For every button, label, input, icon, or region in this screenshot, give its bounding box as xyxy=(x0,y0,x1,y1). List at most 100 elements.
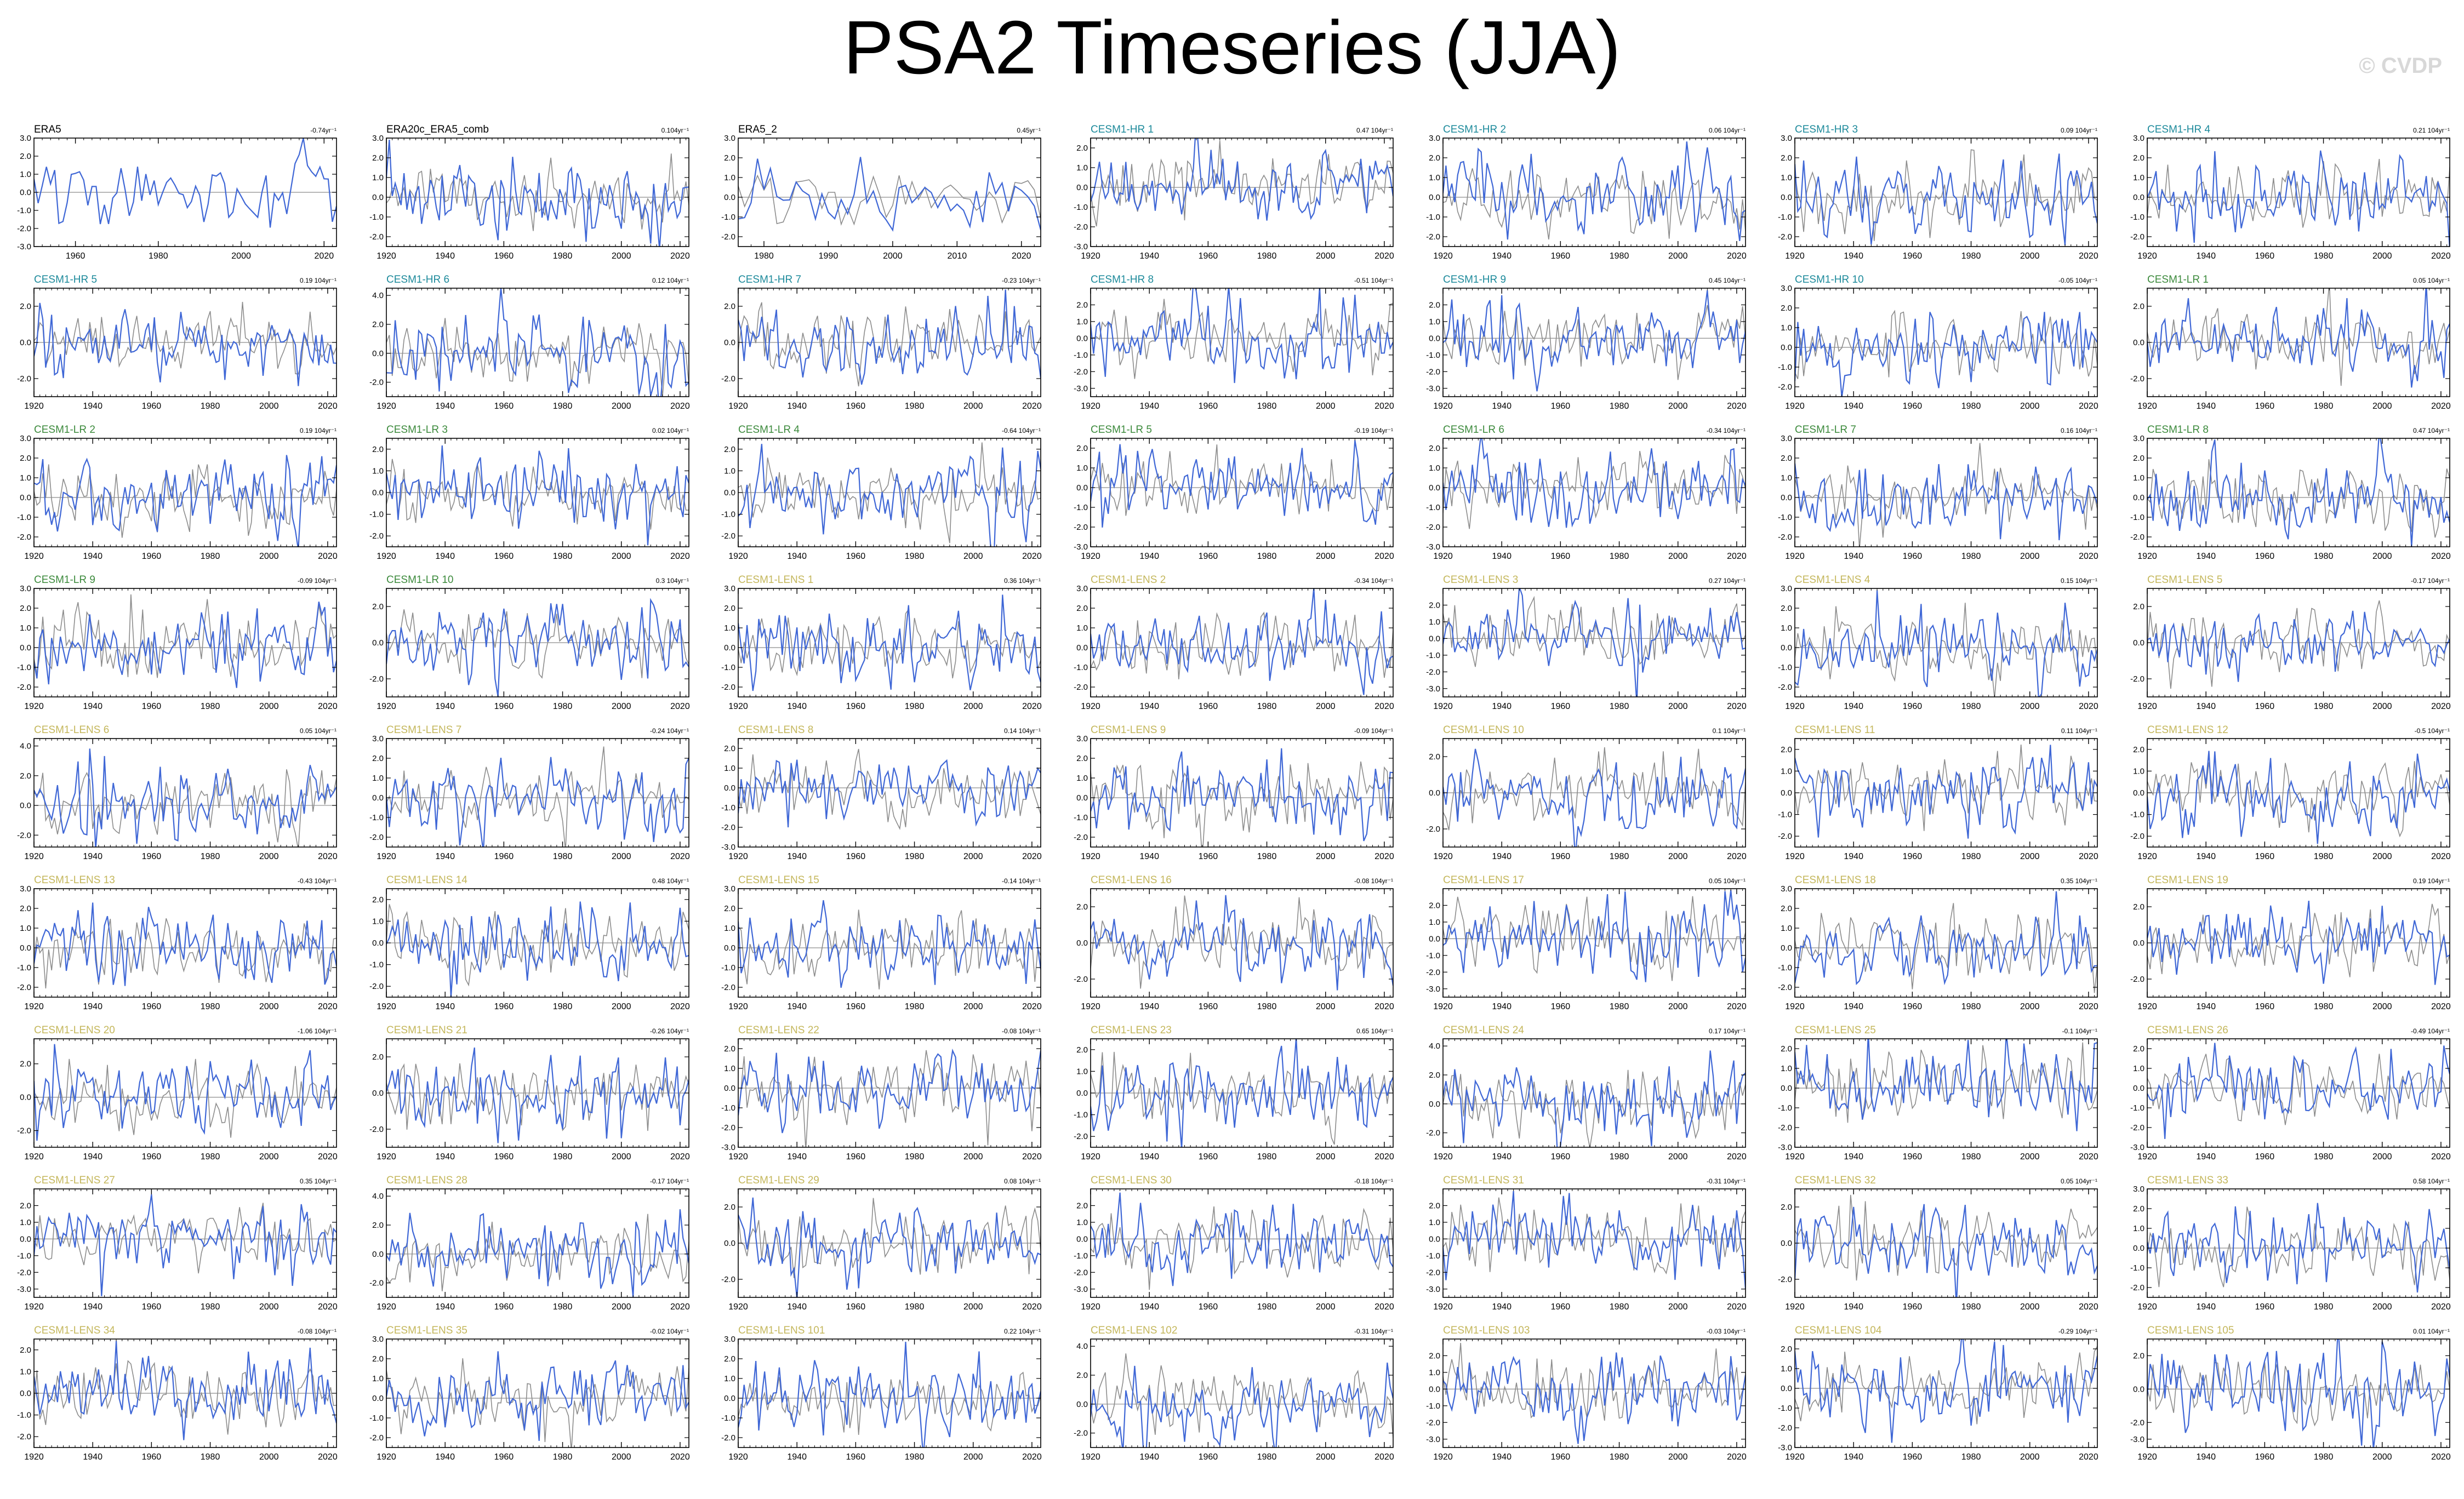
y-tick-label: 2.0 xyxy=(20,454,31,463)
y-tick-label: 2.0 xyxy=(724,302,735,311)
panel-cesm1-lens-6: CESM1-LENS 6 0.05 104yr⁻¹ 4.0 2.0 0.0 -2.0 192… xyxy=(17,724,338,861)
obs-series-line xyxy=(1091,1051,1393,1145)
plot-frame xyxy=(2147,138,2450,247)
y-tick-label: -2.0 xyxy=(1074,1429,1088,1438)
x-tick-label: 1960 xyxy=(1199,552,1218,561)
x-tick-label: 1940 xyxy=(1844,251,1863,261)
x-tick-label: 2000 xyxy=(2020,1302,2040,1312)
x-tick-label: 1920 xyxy=(24,1452,44,1462)
y-tick-label: 0.0 xyxy=(1076,183,1088,192)
y-tick-label: -1.0 xyxy=(721,213,735,222)
y-tick-label: 1.0 xyxy=(724,623,735,633)
x-tick-label: 2020 xyxy=(1727,251,1747,261)
y-tick-label: -2.0 xyxy=(17,1126,31,1136)
x-tick-label: 1940 xyxy=(83,702,102,711)
x-tick-label: 1920 xyxy=(728,1452,748,1462)
panel-title: CESM1-LENS 20 xyxy=(34,1025,115,1036)
y-tick-label: 1.0 xyxy=(1429,173,1440,182)
panel-cesm1-lr-1: CESM1-LR 1 0.05 104yr⁻¹ 2.0 0.0 -2.0 1920 1940… xyxy=(2130,274,2451,411)
panel-title: CESM1-HR 8 xyxy=(1091,274,1154,285)
obs-series-line xyxy=(1795,903,2097,993)
x-tick-label: 1940 xyxy=(1844,1152,1863,1162)
obs-series-line xyxy=(1091,611,1393,679)
x-tick-label: 2000 xyxy=(612,1152,631,1162)
panel-trend: 0.09 104yr⁻¹ xyxy=(2061,127,2097,134)
x-tick-label: 1920 xyxy=(2137,1302,2157,1312)
panel-cesm1-lens-9: CESM1-LENS 9 -0.09 104yr⁻¹ 3.0 2.0 1.0 0.0 -1.… xyxy=(1074,724,1394,861)
plot-frame xyxy=(1442,1188,1746,1298)
y-tick-label: -2.0 xyxy=(17,1268,31,1277)
y-tick-label: 2.0 xyxy=(1781,1044,1792,1054)
y-tick-label: 2.0 xyxy=(20,904,31,913)
y-tick-label: 2.0 xyxy=(2133,302,2144,311)
panel-cesm1-lens-24: CESM1-LENS 24 0.17 104yr⁻¹ 4.0 2.0 0.0 -2.0 19… xyxy=(1426,1025,1747,1162)
x-tick-label: 2020 xyxy=(2431,1302,2451,1312)
y-tick-label: -3.0 xyxy=(1426,1285,1440,1294)
y-tick-label: -1.0 xyxy=(1778,513,1792,522)
x-tick-label: 2000 xyxy=(1316,702,1336,711)
y-tick-label: 2.0 xyxy=(1076,902,1088,912)
y-tick-label: 1.0 xyxy=(372,774,384,783)
plot-frame xyxy=(1090,138,1394,247)
y-tick-label: 1.0 xyxy=(20,623,31,633)
y-tick-label: -2.0 xyxy=(1426,667,1440,677)
panel-title: CESM1-LENS 103 xyxy=(1443,1325,1530,1336)
y-tick-label: -2.0 xyxy=(1074,1268,1088,1277)
y-tick-label: -2.0 xyxy=(2130,832,2144,841)
x-tick-label: 1940 xyxy=(435,251,455,261)
x-tick-label: 2020 xyxy=(1727,402,1747,411)
y-tick-label: -2.0 xyxy=(1074,367,1088,376)
x-tick-label: 2020 xyxy=(2079,702,2098,711)
x-tick-label: 1940 xyxy=(83,852,102,861)
y-tick-label: -2.0 xyxy=(721,1433,735,1443)
y-tick-label: -2.0 xyxy=(17,983,31,992)
x-tick-label: 2000 xyxy=(612,702,631,711)
x-tick-label: 1960 xyxy=(1199,702,1218,711)
y-tick-label: -1.0 xyxy=(17,1411,31,1420)
y-tick-label: 0.0 xyxy=(20,943,31,953)
panel-title: CESM1-HR 1 xyxy=(1091,124,1154,135)
x-tick-label: 1920 xyxy=(377,552,396,561)
y-tick-label: -2.0 xyxy=(369,1433,384,1443)
x-tick-label: 1940 xyxy=(83,552,102,561)
panel-title: CESM1-HR 7 xyxy=(738,274,801,285)
panel-title: CESM1-LENS 5 xyxy=(2147,574,2222,586)
x-tick-label: 1920 xyxy=(1785,1002,1805,1011)
y-tick-label: 2.0 xyxy=(1781,1344,1792,1354)
y-tick-label: 3.0 xyxy=(724,134,735,143)
x-tick-label: 1960 xyxy=(1903,552,1923,561)
y-tick-label: -2.0 xyxy=(369,378,384,387)
y-tick-label: -1.0 xyxy=(1778,810,1792,820)
y-tick-label: 4.0 xyxy=(20,742,31,751)
x-tick-label: 2000 xyxy=(1668,552,1688,561)
plot-frame xyxy=(33,1188,337,1298)
x-tick-label: 1940 xyxy=(435,1152,455,1162)
pc-series-line xyxy=(1091,895,1393,991)
y-tick-label: 1.0 xyxy=(372,466,384,476)
y-tick-label: 1.0 xyxy=(372,173,384,182)
pc-series-line xyxy=(386,288,689,397)
panel-title: CESM1-LENS 3 xyxy=(1443,574,1518,586)
y-tick-label: 2.0 xyxy=(20,1201,31,1210)
y-tick-label: 0.0 xyxy=(2133,638,2144,648)
y-tick-label: -1.0 xyxy=(721,663,735,672)
y-tick-label: -3.0 xyxy=(17,1285,31,1294)
y-tick-label: -2.0 xyxy=(17,831,31,840)
obs-series-line xyxy=(1091,1206,1393,1290)
panel-title: CESM1-LR 1 xyxy=(2147,274,2209,285)
y-tick-label: 0.0 xyxy=(1429,483,1440,493)
y-tick-label: 0.0 xyxy=(1429,193,1440,202)
obs-series-line xyxy=(1091,299,1393,379)
obs-series-line xyxy=(738,909,1041,989)
y-tick-label: -1.0 xyxy=(1074,1111,1088,1120)
x-tick-label: 1960 xyxy=(1199,852,1218,861)
panel-cesm1-lens-101: CESM1-LENS 101 0.22 104yr⁻¹ 3.0 2.0 1.0 0.0 -1… xyxy=(721,1325,1042,1462)
y-tick-label: 1.0 xyxy=(1781,623,1792,633)
y-tick-label: 1.0 xyxy=(1781,924,1792,933)
x-tick-label: 1960 xyxy=(1903,1002,1923,1011)
y-tick-label: -1.0 xyxy=(1426,951,1440,960)
x-tick-label: 2020 xyxy=(1022,402,1042,411)
y-tick-label: 1.0 xyxy=(1429,918,1440,927)
x-tick-label: 1920 xyxy=(2137,852,2157,861)
pc-series-line xyxy=(1443,588,1746,697)
